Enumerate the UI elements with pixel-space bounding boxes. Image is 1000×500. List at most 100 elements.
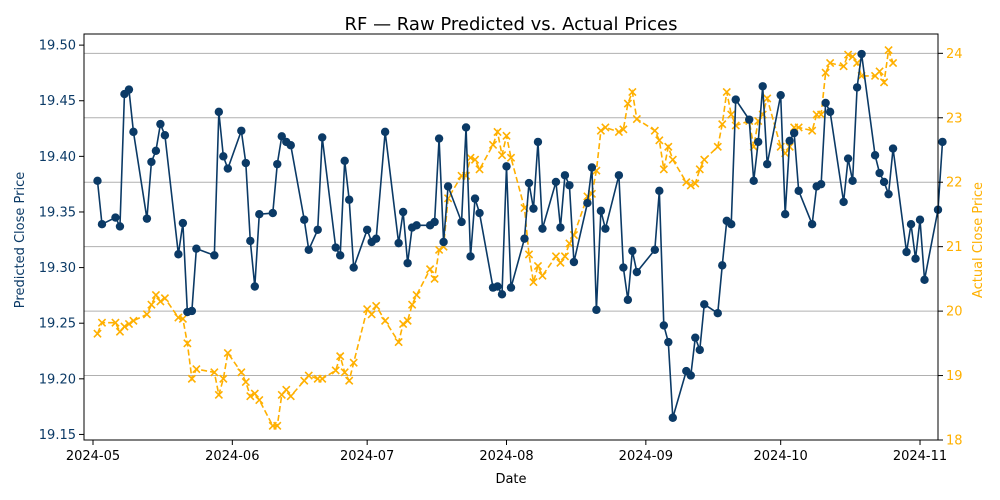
actual-price-point [286, 392, 295, 401]
predicted-price-point [938, 137, 947, 147]
predicted-price-point [187, 306, 197, 316]
predicted-price-point [277, 132, 286, 141]
chart-title: RF — Raw Predicted vs. Actual Prices [345, 14, 678, 35]
actual-price-point [129, 316, 138, 325]
x-tick-label: 2024-09 [619, 449, 673, 464]
predicted-price-point [695, 345, 704, 355]
predicted-price-point [349, 263, 358, 272]
actual-price-point [722, 87, 731, 97]
actual-price-point [124, 319, 134, 329]
actual-price-point [475, 165, 484, 174]
actual-price-point [538, 271, 547, 280]
actual-price-point [192, 364, 201, 374]
actual-price-point [565, 239, 574, 248]
actual-price-point [255, 395, 264, 405]
predicted-price-point [843, 154, 853, 163]
actual-price-point [407, 300, 417, 309]
actual-price-point [875, 67, 884, 76]
predicted-price-point [902, 247, 911, 257]
predicted-price-point [340, 156, 349, 166]
predicted-price-point [237, 126, 246, 135]
actual-price-point [120, 322, 129, 331]
actual-price-point [380, 316, 390, 325]
predicted-price-point [160, 131, 170, 140]
left-y-tick-label: 19.40 [39, 150, 76, 165]
actual-price-point [282, 385, 291, 394]
predicted-price-point [241, 158, 251, 168]
right-y-tick-label: 18 [946, 434, 963, 449]
predicted-price-point [632, 267, 642, 277]
actual-price-point [425, 265, 435, 274]
series-layer [93, 45, 947, 430]
x-tick-label: 2024-08 [479, 449, 533, 464]
actual-price-point [529, 277, 538, 287]
actual-price-line [96, 49, 894, 427]
plot-frame [83, 33, 939, 441]
actual-price-point [147, 300, 156, 309]
actual-price-point [336, 352, 345, 361]
actual-price-point [556, 258, 565, 267]
actual-price-point [884, 45, 893, 55]
x-tick-label: 2024-07 [340, 449, 394, 464]
left-y-tick-label: 19.20 [39, 372, 76, 387]
actual-price-point [398, 319, 408, 329]
predicted-price-point [124, 85, 134, 94]
predicted-price-point [142, 214, 152, 223]
actual-price-point [816, 110, 826, 119]
actual-price-point [187, 374, 197, 383]
actual-price-point [178, 314, 188, 324]
actual-price-point [659, 165, 668, 174]
predicted-price-point [439, 237, 448, 247]
right-y-tick-label: 24 [946, 47, 963, 62]
actual-price-point [628, 87, 637, 97]
right-y-tick-label: 21 [946, 240, 963, 255]
x-tick-label: 2024-06 [205, 449, 259, 464]
predicted-price-point [192, 244, 201, 253]
predicted-price-point [210, 251, 219, 260]
predicted-price-point [915, 215, 925, 224]
actual-price-point [488, 140, 498, 150]
actual-price-point [273, 421, 282, 430]
predicted-price-point [727, 220, 736, 229]
actual-price-point [695, 165, 704, 174]
predicted-price-point [529, 204, 538, 213]
predicted-price-point [268, 208, 277, 218]
actual-price-point [821, 68, 830, 77]
actual-price-point [601, 123, 610, 132]
predicted-price-point [852, 83, 862, 92]
actual-price-point [241, 377, 250, 387]
predicted-price-point [879, 177, 889, 187]
actual-price-point [632, 114, 642, 124]
left-y-tick-label: 19.50 [39, 39, 76, 54]
actual-price-point [839, 62, 848, 71]
actual-price-point [664, 142, 673, 151]
left-y-tick-label: 19.45 [39, 94, 76, 109]
predicted-price-point [906, 220, 916, 229]
predicted-price-point [380, 127, 390, 137]
predicted-price-point [466, 252, 475, 261]
actual-price-point [219, 374, 228, 383]
left-y-tick-label: 19.35 [39, 205, 76, 220]
actual-price-point [340, 368, 349, 377]
actual-price-point [583, 192, 592, 201]
actual-price-point [727, 110, 736, 119]
actual-price-point [691, 179, 700, 188]
predicted-price-point [115, 222, 125, 231]
predicted-price-point [686, 371, 695, 380]
actual-price-point [497, 150, 507, 160]
predicted-price-point [875, 168, 884, 178]
predicted-price-point [412, 221, 421, 230]
actual-price-point [345, 376, 354, 385]
actual-price-point [246, 392, 255, 401]
predicted-price-point [628, 246, 637, 256]
predicted-price-point [443, 182, 453, 191]
actual-price-point [214, 390, 224, 400]
predicted-price-point [214, 107, 224, 117]
predicted-price-point [583, 198, 592, 208]
predicted-price-point [776, 90, 785, 100]
predicted-price-point [520, 234, 529, 243]
predicted-price-point [497, 290, 507, 299]
predicted-price-point [789, 128, 799, 138]
predicted-price-point [888, 144, 898, 153]
